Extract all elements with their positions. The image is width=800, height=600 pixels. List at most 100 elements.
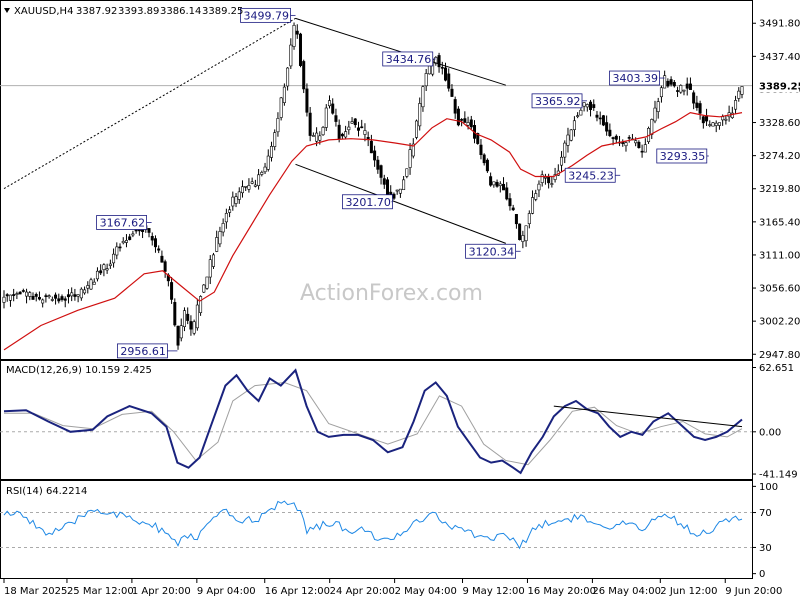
price-tick-label: 3219.80 — [759, 184, 800, 195]
svg-text:3434.76: 3434.76 — [386, 53, 432, 66]
candle — [737, 87, 741, 102]
candle — [189, 315, 193, 336]
candle — [485, 158, 489, 173]
candle — [511, 204, 515, 212]
candle — [708, 120, 712, 128]
macd-panel: 62.651 0.00 -41.149 — [0, 363, 798, 481]
candle — [273, 129, 277, 151]
candle — [366, 131, 370, 147]
candle — [324, 104, 328, 132]
candle — [54, 292, 58, 305]
candle — [717, 122, 721, 130]
candle — [208, 255, 212, 285]
candle — [643, 138, 647, 153]
candle — [672, 79, 676, 88]
candle — [202, 283, 206, 294]
macd-tick-label: 0.00 — [759, 427, 781, 438]
candle — [356, 121, 360, 137]
candle — [369, 134, 373, 154]
candle — [182, 307, 186, 332]
candle — [128, 233, 132, 241]
candle — [447, 68, 451, 92]
candle — [176, 325, 180, 350]
candle — [576, 112, 580, 119]
candle — [408, 142, 412, 175]
candle — [379, 164, 383, 185]
candle — [663, 70, 667, 89]
candle — [627, 135, 631, 143]
candle — [66, 289, 70, 304]
candle — [260, 170, 264, 177]
rsi-panel-frame — [0, 480, 753, 579]
candle — [434, 56, 438, 66]
candle — [398, 188, 402, 198]
candle — [621, 139, 625, 147]
candle — [250, 177, 254, 185]
candle — [160, 250, 164, 263]
price-tick-label: 3328.60 — [759, 118, 800, 129]
candle — [257, 169, 261, 190]
candle — [392, 192, 396, 200]
candle — [682, 89, 686, 96]
price-tick-label: 3002.20 — [759, 317, 800, 328]
svg-text:3403.39: 3403.39 — [613, 72, 659, 85]
candle — [550, 176, 554, 188]
candle — [163, 259, 167, 278]
candle — [63, 296, 67, 308]
candle — [5, 293, 9, 302]
macd-panel-frame — [0, 360, 753, 480]
candle — [115, 242, 119, 260]
symbol-label: XAUUSD,H4 — [14, 6, 73, 17]
candle — [502, 177, 506, 191]
trendline — [295, 163, 507, 244]
candle — [86, 281, 90, 294]
candle — [31, 292, 35, 300]
candle — [363, 123, 367, 142]
candle — [311, 132, 315, 137]
candle — [147, 228, 151, 238]
svg-text:3365.92: 3365.92 — [535, 95, 581, 108]
price-annotation: 2956.61 — [117, 343, 178, 359]
candle — [659, 85, 663, 103]
price-annotation: 3120.34 — [465, 243, 521, 259]
candle — [44, 293, 48, 303]
candle — [231, 191, 235, 211]
price-panel: 3491.803437.403383.003328.603274.203219.… — [0, 7, 800, 361]
candle — [353, 118, 357, 128]
candle — [582, 102, 586, 112]
candle — [679, 84, 683, 94]
candle — [157, 245, 161, 254]
macd-signal-line — [4, 381, 743, 466]
candle — [211, 252, 215, 269]
candle — [150, 232, 154, 246]
candle — [2, 290, 6, 309]
collapse-triangle-icon[interactable] — [4, 8, 10, 13]
ohlc-open: 3387.92 — [76, 6, 117, 17]
candle — [376, 155, 380, 174]
candle — [279, 96, 283, 121]
candle — [592, 99, 596, 111]
x-tick-label: 9 Jun 20:00 — [725, 586, 782, 597]
candle — [734, 95, 738, 115]
candle — [112, 248, 116, 268]
candle — [289, 38, 293, 69]
candle — [228, 206, 232, 218]
candle — [601, 114, 605, 127]
candle — [292, 22, 296, 50]
candle — [585, 103, 589, 112]
candle — [173, 298, 177, 327]
candle — [199, 295, 203, 316]
candle — [102, 263, 106, 277]
candle — [514, 213, 518, 229]
svg-text:3201.70: 3201.70 — [345, 196, 391, 209]
candle — [266, 149, 270, 172]
candle — [237, 187, 241, 204]
x-tick-label: 16 May 20:00 — [527, 586, 596, 597]
price-annotation: 3201.70 — [342, 194, 393, 210]
candle — [595, 110, 599, 122]
candle — [421, 85, 425, 112]
candle — [605, 115, 609, 136]
candle — [8, 294, 12, 307]
candle — [614, 134, 618, 144]
